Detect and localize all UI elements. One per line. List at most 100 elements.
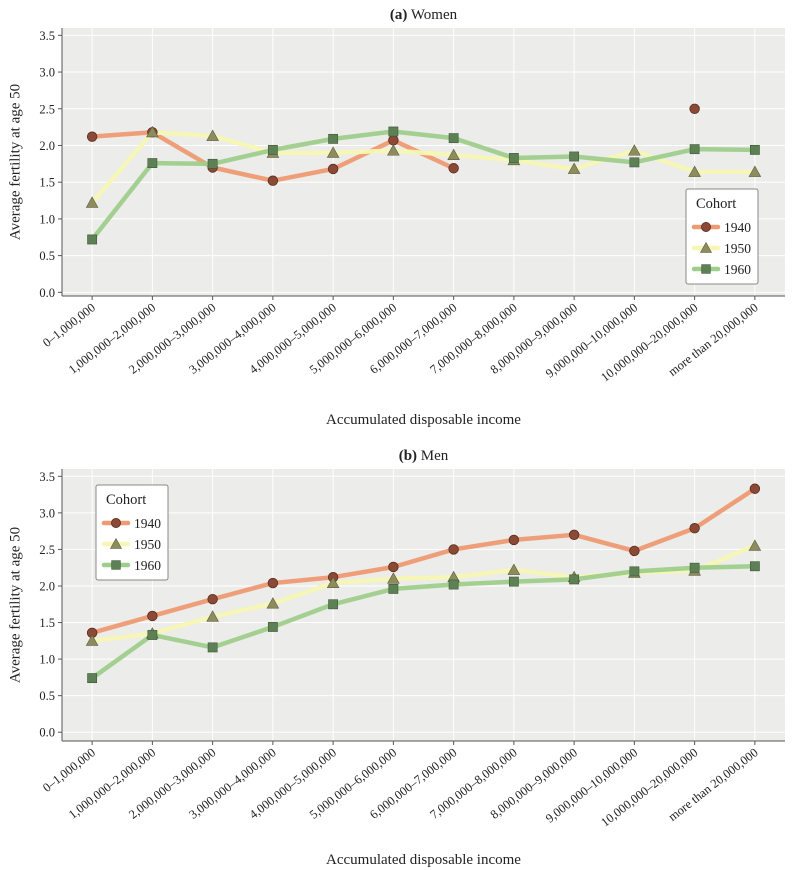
data-point-1950 <box>326 576 340 589</box>
panel-women: 0.00.51.01.52.02.53.03.50–1,000,0001,000… <box>7 7 785 428</box>
data-point-1960 <box>147 630 158 640</box>
legend-marker-1960 <box>111 560 121 570</box>
x-tick-label: 0–1,000,000 <box>40 745 98 795</box>
data-point-1960 <box>267 144 278 155</box>
legend-marker-1940 <box>701 222 711 232</box>
series-line-1950 <box>89 130 758 206</box>
data-point-1960 <box>508 576 519 587</box>
data-point-1950 <box>507 563 521 575</box>
data-point-1960 <box>87 673 98 684</box>
y-tick-label: 1.5 <box>39 616 55 630</box>
legend-box <box>685 188 759 285</box>
data-point-1950 <box>146 125 159 138</box>
data-point-1950 <box>387 144 400 156</box>
plot-background <box>62 469 785 741</box>
data-point-1960 <box>569 574 580 585</box>
data-point-1950 <box>688 165 701 177</box>
y-tick-label: 1.5 <box>39 176 55 190</box>
data-point-1960 <box>569 151 580 162</box>
data-point-1960 <box>689 144 700 155</box>
y-tick-label: 2.0 <box>39 579 55 593</box>
y-tick-label: 0.0 <box>39 286 55 300</box>
data-point-1960 <box>629 566 640 577</box>
data-point-1940 <box>568 529 580 541</box>
legend-label-1960: 1960 <box>724 262 751 277</box>
data-point-1950 <box>447 148 460 160</box>
legend-marker-1950 <box>109 537 123 549</box>
data-point-1960 <box>749 561 760 572</box>
data-point-1960 <box>388 126 399 137</box>
legend-title: Cohort <box>696 196 736 212</box>
data-point-1950 <box>85 196 99 208</box>
legend: Cohort 1940 1950 1960 <box>95 484 169 581</box>
data-point-1950 <box>567 162 581 174</box>
y-tick-label: 2.5 <box>39 102 55 116</box>
data-point-1960 <box>448 133 459 144</box>
data-point-1950 <box>748 165 762 177</box>
y-tick-label: 3.5 <box>39 470 55 484</box>
panel-title: (b) Men <box>399 448 449 464</box>
legend-label-1940: 1940 <box>134 516 161 531</box>
y-axis-label: Average fertility at age 50 <box>7 84 23 240</box>
y-tick-label: 1.0 <box>39 653 55 667</box>
legend-box <box>95 484 169 581</box>
data-point-1960 <box>508 153 519 163</box>
data-point-1950 <box>85 634 99 646</box>
x-tick-label: 0–1,000,000 <box>40 300 98 350</box>
data-point-1940 <box>267 175 279 186</box>
data-point-1960 <box>448 579 459 590</box>
data-point-1960 <box>267 622 278 632</box>
y-axis-label: Average fertility at age 50 <box>7 527 23 683</box>
panel-title-prefix: (a) <box>390 7 408 23</box>
legend-label-1960: 1960 <box>134 558 161 573</box>
y-tick-label: 3.0 <box>39 506 55 520</box>
y-tick-label: 0.5 <box>39 689 55 703</box>
panel-title-text: Women <box>407 7 457 23</box>
y-tick-label: 3.5 <box>39 29 55 43</box>
x-tick-label: 10,000,000–20,000,000 <box>598 300 700 384</box>
legend-marker-1960 <box>701 264 711 274</box>
data-point-1940 <box>327 163 339 175</box>
data-point-1940 <box>689 103 700 114</box>
legend-label-1940: 1940 <box>724 220 751 235</box>
data-point-1960 <box>388 584 399 594</box>
data-point-1960 <box>87 234 98 245</box>
data-point-1950 <box>628 144 641 156</box>
data-point-1940 <box>629 545 640 557</box>
data-point-1950 <box>266 597 280 609</box>
series-line-1960 <box>89 563 758 681</box>
data-point-1940 <box>207 593 218 605</box>
data-point-1960 <box>207 158 218 169</box>
y-tick-label: 2.0 <box>39 139 55 153</box>
data-point-1940 <box>508 534 520 546</box>
x-axis-label: Accumulated disposable income <box>326 412 521 428</box>
legend: Cohort 1940 1950 1960 <box>685 188 759 285</box>
legend-label-1950: 1950 <box>724 241 751 256</box>
y-tick-label: 0.0 <box>39 726 55 740</box>
legend-marker-1950 <box>699 241 713 253</box>
data-point-1960 <box>629 157 640 168</box>
data-point-1940 <box>448 163 459 174</box>
data-point-1960 <box>749 144 760 155</box>
data-point-1960 <box>147 158 158 169</box>
legend-title: Cohort <box>106 492 146 508</box>
data-point-1950 <box>748 539 762 551</box>
data-point-1940 <box>388 135 399 146</box>
data-point-1940 <box>267 577 279 589</box>
data-point-1940 <box>448 544 459 555</box>
data-point-1940 <box>147 610 158 622</box>
panel-title-prefix: (b) <box>399 448 417 464</box>
data-point-1940 <box>86 131 98 142</box>
y-tick-label: 3.0 <box>39 66 55 80</box>
data-point-1950 <box>326 146 340 158</box>
x-axis-label: Accumulated disposable income <box>326 852 521 868</box>
data-point-1950 <box>206 129 219 141</box>
panel-title-text: Men <box>417 448 449 464</box>
legend-label-1950: 1950 <box>134 537 161 552</box>
panel-title: (a) Women <box>390 7 458 23</box>
data-point-1950 <box>387 572 400 584</box>
panel-men: 0.00.51.01.52.02.53.03.50–1,000,0001,000… <box>7 448 785 868</box>
data-point-1940 <box>689 523 700 534</box>
data-point-1960 <box>328 599 339 610</box>
